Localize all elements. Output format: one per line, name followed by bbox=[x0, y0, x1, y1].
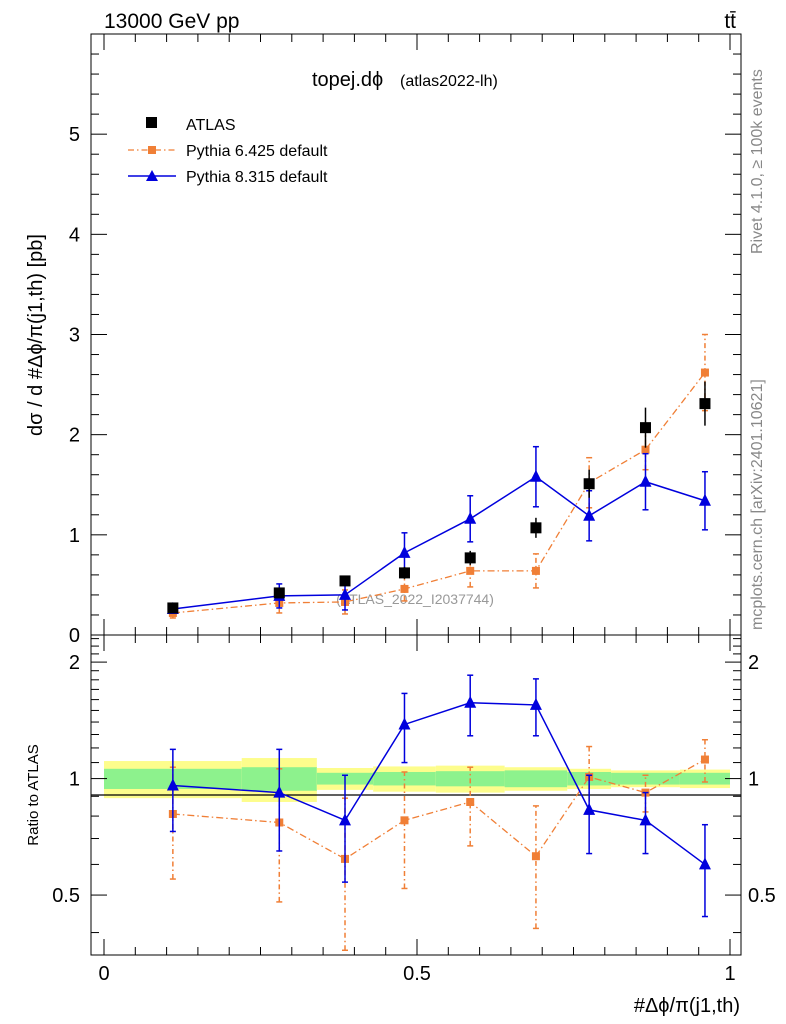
x-tick-label: 0 bbox=[98, 963, 109, 985]
pythia8-ratio-point bbox=[698, 857, 711, 870]
chart-title: topej.dϕ bbox=[312, 69, 383, 91]
pythia8-ratio-point bbox=[639, 813, 652, 826]
pythia8-ratio-point bbox=[339, 813, 352, 826]
atlas-point bbox=[639, 422, 651, 434]
main-panel-data bbox=[166, 333, 711, 619]
y-tick-label: 3 bbox=[69, 325, 80, 347]
pythia6-point bbox=[400, 584, 409, 593]
ratio-band-inner bbox=[373, 771, 436, 786]
axis-ticks: 0 1 2 3 4 5 0 0.5 1 0.5 0.5 1 1 2 2 bbox=[52, 34, 776, 985]
mcplots-label: mcplots.cern.ch [arXiv:2401.10621] bbox=[749, 379, 766, 630]
atlas-point bbox=[699, 398, 711, 410]
pythia6-point bbox=[700, 368, 709, 377]
ratio-tick-label: 0.5 bbox=[52, 885, 80, 907]
ratio-tick-label-right: 0.5 bbox=[748, 885, 776, 907]
pythia6-ratio-point bbox=[531, 852, 540, 861]
pythia8-ratio-point bbox=[166, 778, 179, 791]
x-tick-label: 0.5 bbox=[403, 963, 431, 985]
y-axis-label-main: dσ / d #Δϕ/π(j1,th) [pb] bbox=[25, 234, 47, 436]
atlas-point bbox=[464, 552, 476, 564]
ratio-tick-label: 2 bbox=[69, 652, 80, 674]
atlas-point bbox=[273, 587, 285, 599]
ratio-band-inner bbox=[504, 770, 568, 788]
legend-atlas-marker bbox=[146, 117, 157, 128]
ratio-tick-label: 1 bbox=[69, 769, 80, 791]
y-axis-label-main-text: dσ / d #Δϕ/π(j1,th) [pb] bbox=[25, 234, 47, 436]
pythia6-point bbox=[466, 566, 475, 575]
pythia8-ratio-point bbox=[398, 717, 411, 730]
pythia8-point bbox=[339, 587, 352, 600]
y-axis-label-ratio: Ratio to ATLAS bbox=[25, 744, 42, 845]
legend-pythia8-marker bbox=[146, 170, 158, 181]
chart-subtitle: (atlas2022-lh) bbox=[400, 73, 498, 90]
pythia8-point bbox=[698, 493, 711, 506]
ratio-tick-label-right: 1 bbox=[748, 769, 759, 791]
pythia8-ratio-point bbox=[273, 785, 286, 798]
pythia8-ratio-point bbox=[583, 802, 596, 815]
pythia6-ratio-point bbox=[466, 797, 475, 806]
pythia8-point bbox=[529, 469, 542, 482]
y-tick-label: 2 bbox=[69, 425, 80, 447]
atlas-point bbox=[398, 567, 410, 579]
pythia8-point bbox=[398, 545, 411, 558]
pythia6-point bbox=[641, 445, 650, 454]
pythia8-ratio-point bbox=[464, 695, 477, 708]
legend-pythia8-label: Pythia 8.315 default bbox=[186, 169, 328, 186]
legend-pythia6-label: Pythia 6.425 default bbox=[186, 143, 328, 160]
analysis-watermark: (ATLAS_2022_I2037744) bbox=[336, 591, 494, 607]
pythia6-line bbox=[172, 372, 706, 614]
y-tick-label: 5 bbox=[69, 124, 80, 146]
pythia8-point bbox=[583, 508, 596, 521]
pythia6-point bbox=[531, 566, 540, 575]
atlas-point bbox=[530, 522, 542, 534]
atlas-point bbox=[167, 602, 179, 614]
atlas-point bbox=[583, 478, 595, 490]
legend: ATLAS Pythia 6.425 default Pythia 8.315 … bbox=[128, 117, 328, 186]
pythia6-ratio-point bbox=[700, 755, 709, 764]
pythia6-ratio-point bbox=[400, 816, 409, 825]
process-label: tt̄ bbox=[724, 10, 736, 33]
legend-pythia6-marker bbox=[148, 146, 156, 154]
pythia8-ratio-point bbox=[529, 697, 542, 710]
x-tick-label: 1 bbox=[724, 963, 735, 985]
rivet-version-label: Rivet 4.1.0, ≥ 100k events bbox=[749, 69, 766, 254]
ratio-tick-label-right: 2 bbox=[748, 652, 759, 674]
x-axis-label: #Δϕ/π(j1,th) bbox=[634, 995, 740, 1017]
y-tick-label: 1 bbox=[69, 525, 80, 547]
legend-atlas-label: ATLAS bbox=[186, 117, 236, 134]
y-tick-label: 4 bbox=[69, 224, 80, 246]
energy-label: 13000 GeV pp bbox=[104, 10, 239, 33]
pythia8-point bbox=[639, 474, 652, 487]
y-tick-label: 0 bbox=[69, 625, 80, 647]
pythia8-line bbox=[172, 475, 706, 610]
ratio-panel-data bbox=[166, 674, 711, 952]
atlas-point bbox=[339, 575, 351, 587]
pythia8-point bbox=[464, 511, 477, 524]
